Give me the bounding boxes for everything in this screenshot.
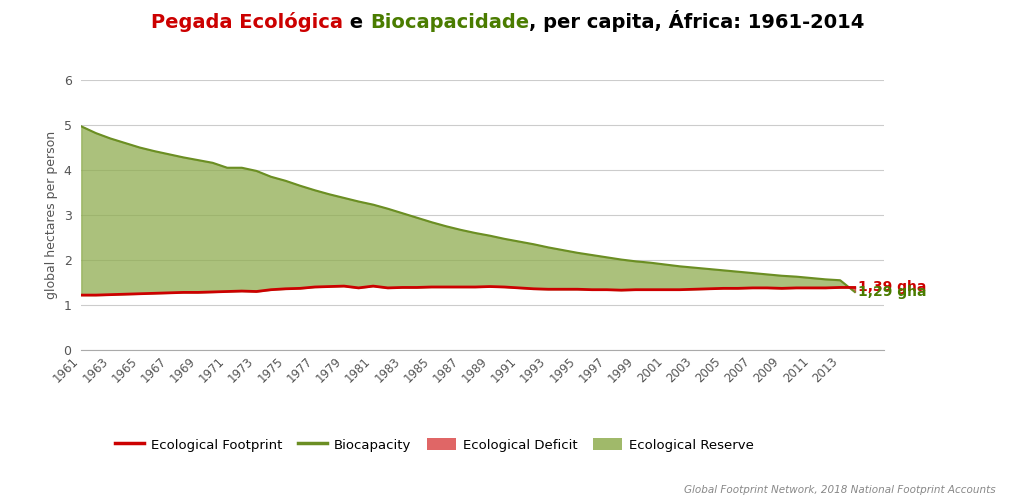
Text: e: e — [343, 12, 370, 32]
Y-axis label: global hectares per person: global hectares per person — [45, 131, 58, 299]
Text: Pegada Ecológica: Pegada Ecológica — [151, 12, 343, 32]
Text: 1,39 gha: 1,39 gha — [858, 280, 926, 294]
Legend: Ecological Footprint, Biocapacity, Ecological Deficit, Ecological Reserve: Ecological Footprint, Biocapacity, Ecolo… — [110, 433, 759, 457]
Text: Biocapacidade: Biocapacidade — [370, 12, 529, 32]
Text: Global Footprint Network, 2018 National Footprint Accounts: Global Footprint Network, 2018 National … — [684, 485, 996, 495]
Text: , per capita, África: 1961-2014: , per capita, África: 1961-2014 — [529, 10, 865, 32]
Text: 1,29 gha: 1,29 gha — [858, 285, 927, 299]
